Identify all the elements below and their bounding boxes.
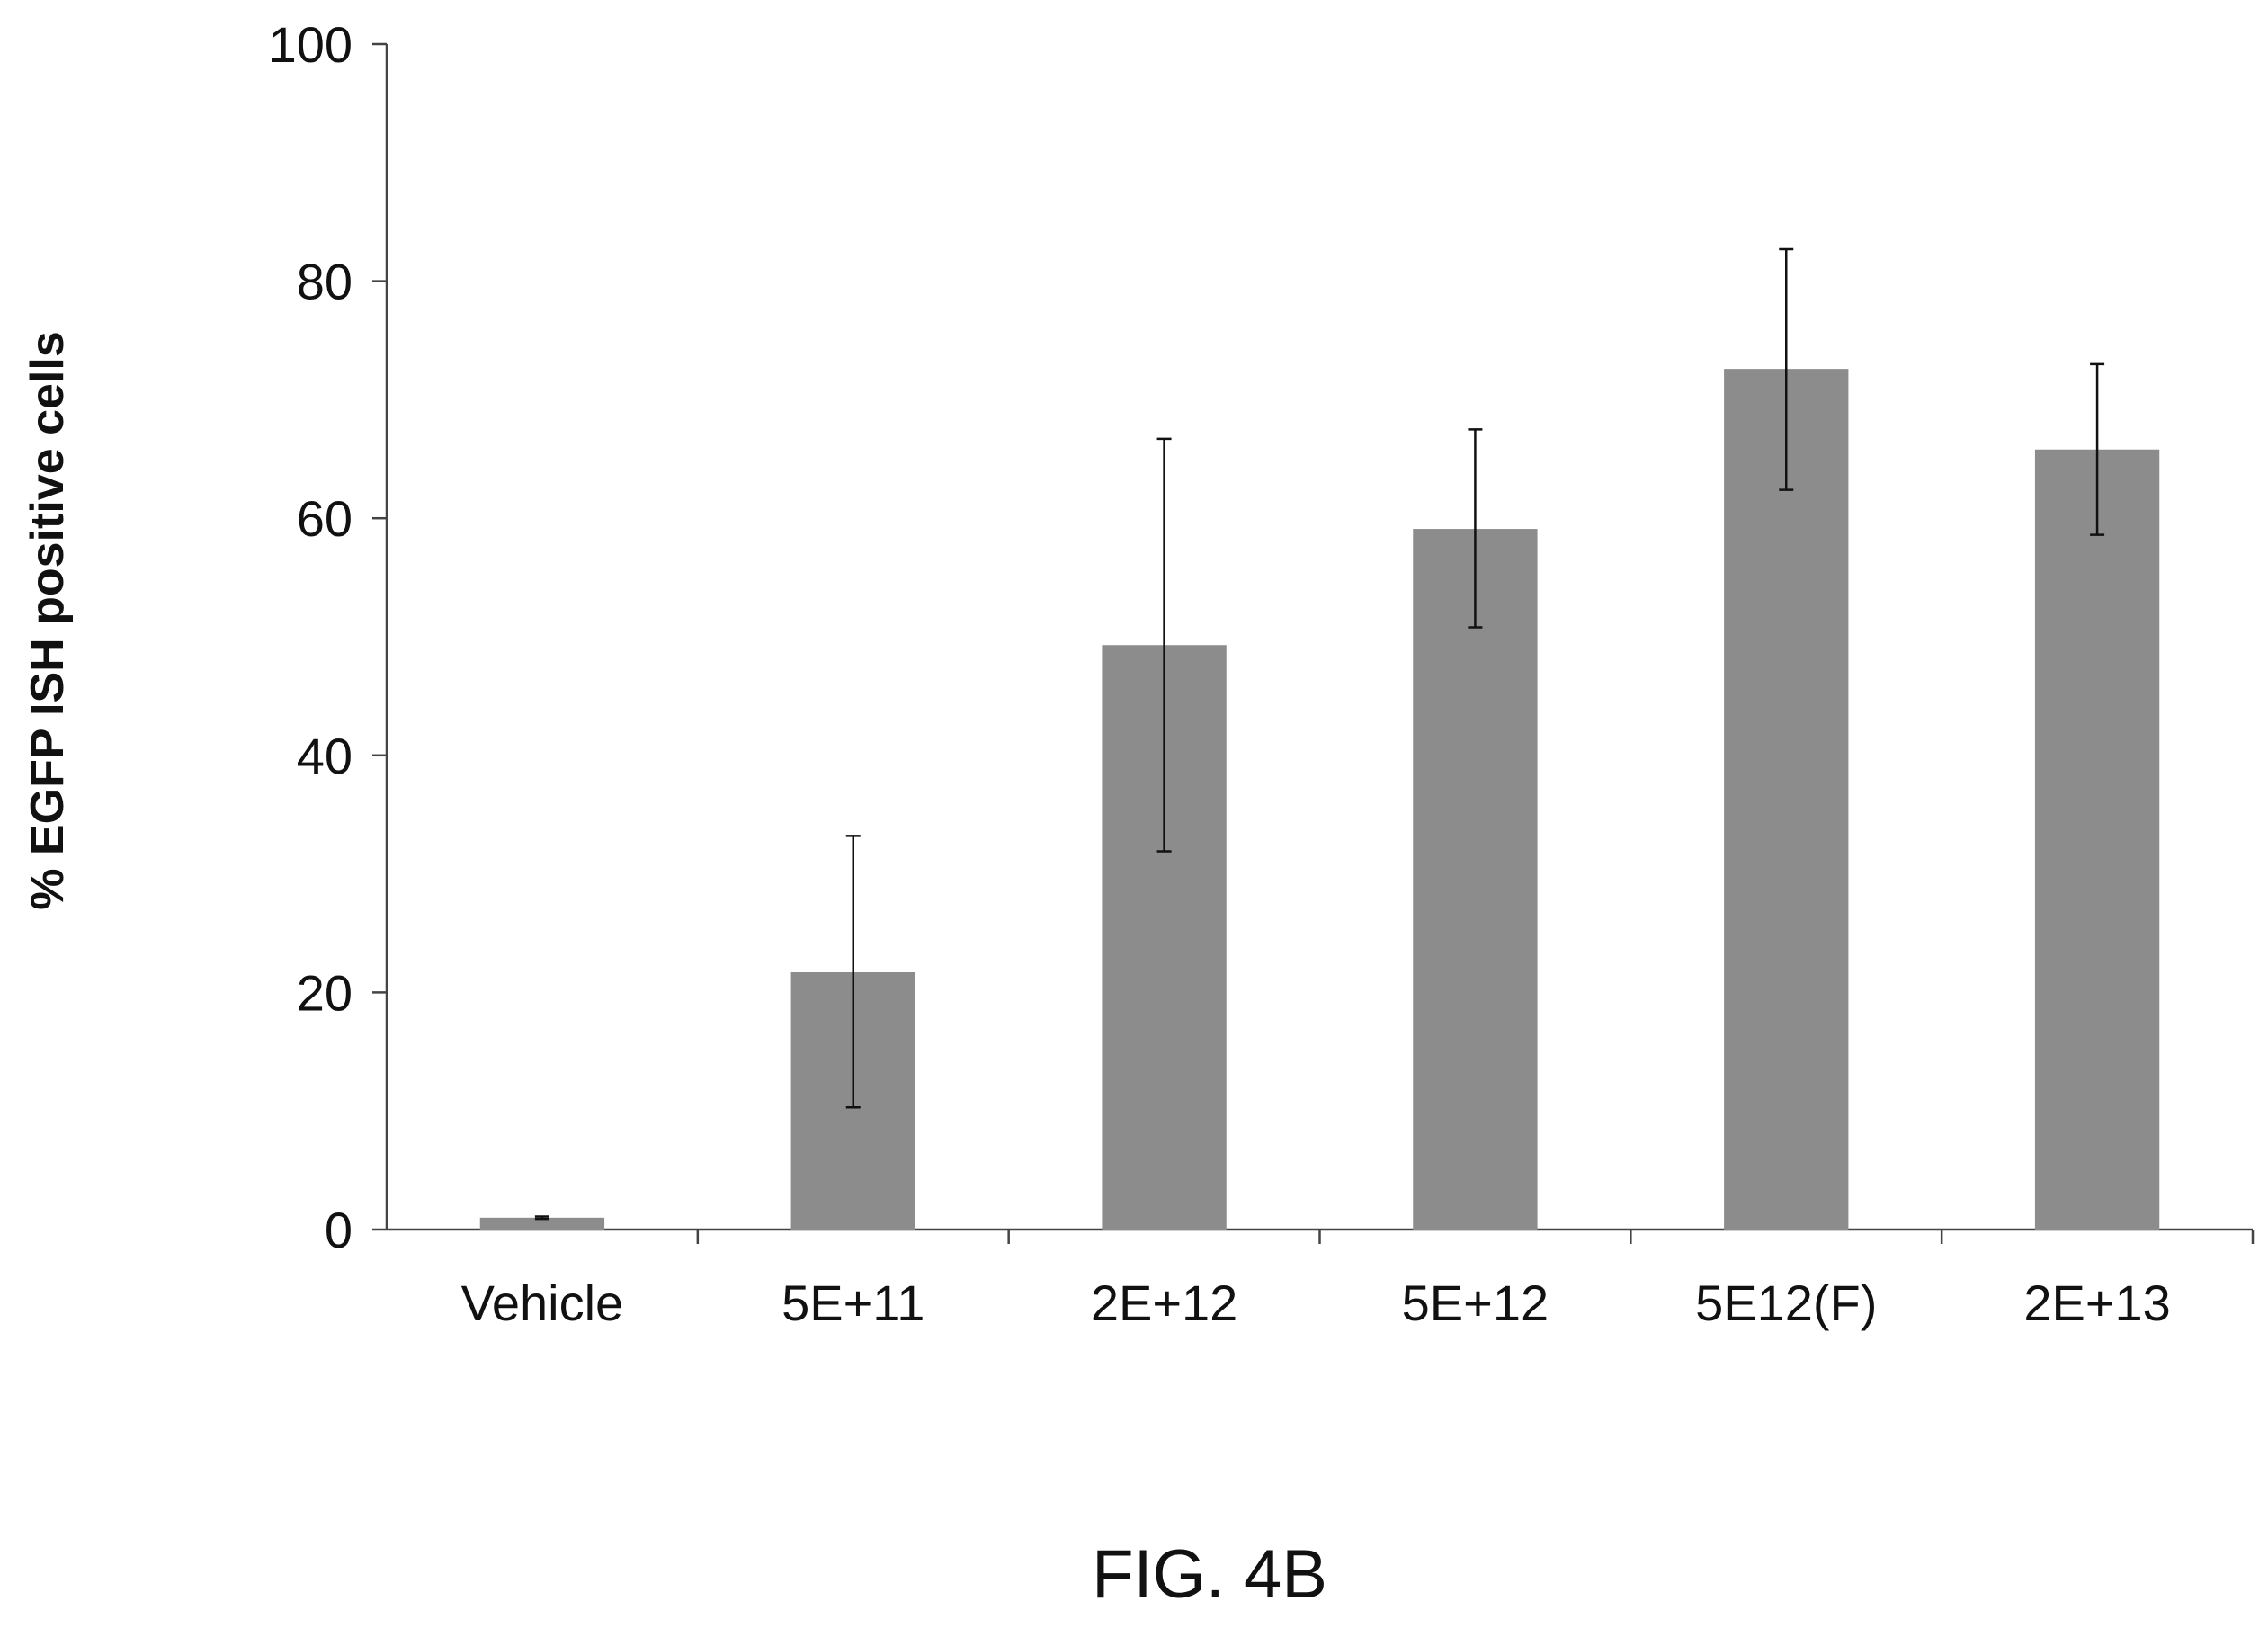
x-category-label: 2E+12 [1091, 1275, 1238, 1331]
y-axis-label: % EGFP ISH positive cells [22, 331, 74, 910]
bar [1724, 369, 1849, 1230]
y-tick-label: 0 [325, 1202, 353, 1258]
chart-error-bars [534, 247, 2105, 1221]
x-category-label: 2E+13 [2023, 1275, 2171, 1331]
figure-caption: FIG. 4B [1092, 1536, 1327, 1613]
y-tick-label: 100 [269, 16, 353, 73]
y-tick-label: 60 [297, 490, 353, 547]
bar [1413, 529, 1538, 1230]
x-category-label: 5E12(F) [1695, 1275, 1877, 1331]
chart-labels: 0 20 40 60 80 100 Vehicle 5E+11 2E+12 5E+12 5E12(F… [269, 16, 2171, 1331]
x-category-label: 5E+11 [781, 1275, 924, 1331]
y-tick-label: 40 [297, 728, 353, 784]
y-tick-label: 80 [297, 254, 353, 310]
x-category-label: Vehicle [461, 1275, 624, 1331]
bar [479, 1217, 605, 1230]
chart-axes [372, 42, 2255, 1244]
bar [2034, 449, 2160, 1230]
y-tick-label: 20 [297, 964, 353, 1021]
chart-bars [479, 369, 2160, 1230]
x-category-label: 5E+12 [1402, 1275, 1549, 1331]
